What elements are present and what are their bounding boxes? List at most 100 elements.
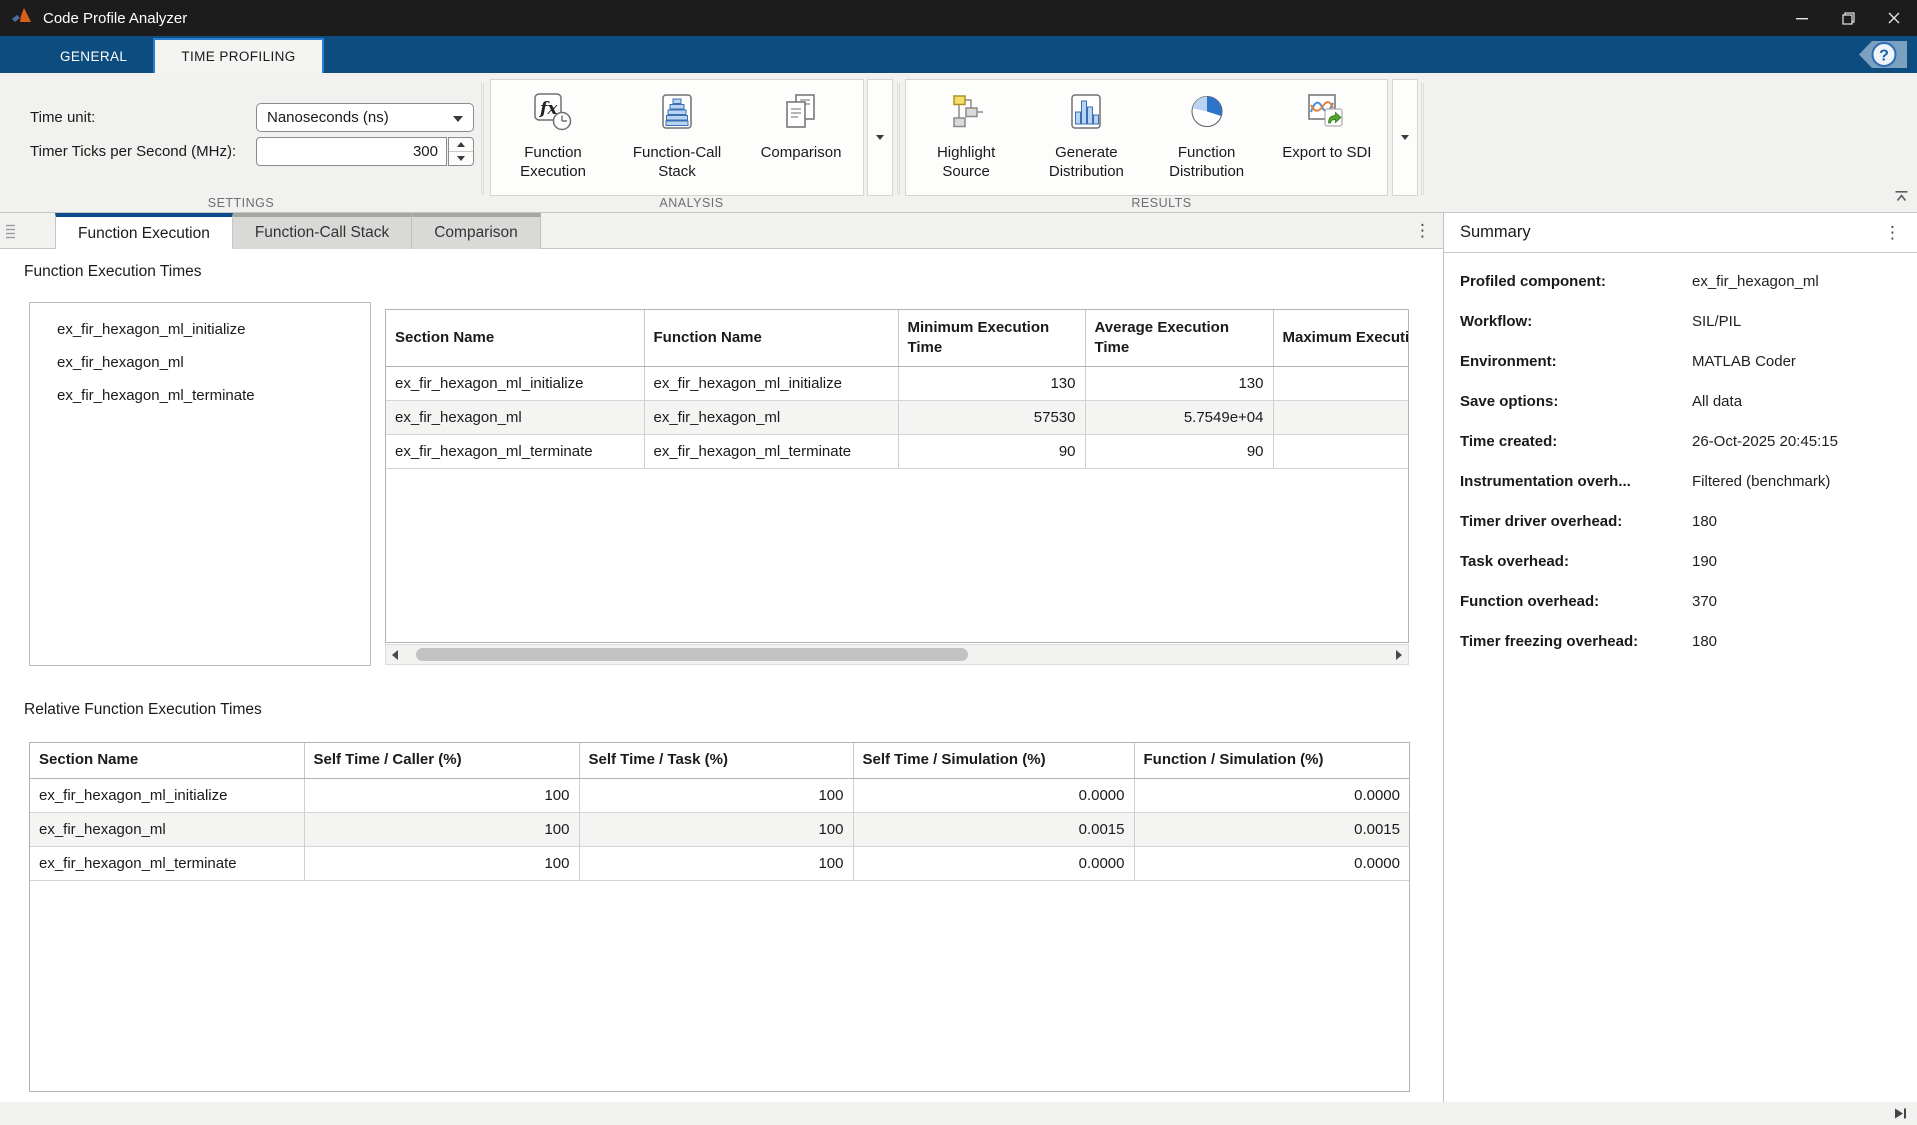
stepper-down-button[interactable]: [449, 152, 473, 165]
ribbon-divider: [481, 83, 484, 195]
table-row[interactable]: ex_fir_hexagon_ml_initialize 100 100 0.0…: [30, 778, 1409, 813]
analysis-more-button[interactable]: [867, 79, 893, 196]
table-row[interactable]: ex_fir_hexagon_ml_terminate 100 100 0.00…: [30, 846, 1409, 881]
function-distribution-icon: [1187, 92, 1227, 137]
cell: ex_fir_hexagon_ml_terminate: [386, 434, 645, 469]
column-header[interactable]: Self Time / Caller (%): [304, 743, 580, 779]
cell: 100: [304, 778, 580, 813]
results-section-label: RESULTS: [1131, 196, 1192, 210]
scroll-right-button[interactable]: [1390, 645, 1408, 664]
document-tab-bar: Function Execution Function-Call Stack C…: [0, 213, 1443, 250]
close-button[interactable]: [1871, 0, 1917, 36]
table-row[interactable]: ex_fir_hexagon_ml_initialize ex_fir_hexa…: [386, 366, 1408, 401]
function-listbox: ex_fir_hexagon_ml_initialize ex_fir_hexa…: [29, 302, 371, 666]
summary-label: Environment:: [1460, 353, 1557, 370]
document-menu-button[interactable]: ⋮: [1414, 221, 1431, 240]
cell: ex_fir_hexagon_ml_initialize: [386, 366, 645, 401]
execution-times-table: Section Name Function Name Minimum Execu…: [385, 309, 1409, 643]
window-title: Code Profile Analyzer: [43, 9, 188, 27]
minimize-button[interactable]: [1779, 0, 1825, 36]
collapse-ribbon-button[interactable]: [1894, 190, 1909, 208]
svg-text:?: ?: [1879, 48, 1889, 65]
tab-function-call-stack[interactable]: Function-Call Stack: [232, 213, 413, 249]
function-execution-button[interactable]: fx Function Execution: [491, 80, 615, 195]
triangle-down-icon: [457, 156, 465, 161]
table-row[interactable]: ex_fir_hexagon_ml_terminate ex_fir_hexag…: [386, 434, 1408, 469]
title-bar: Code Profile Analyzer: [0, 0, 1917, 36]
stepper-up-button[interactable]: [449, 138, 473, 152]
timer-ticks-stepper: [448, 137, 474, 166]
column-header[interactable]: Function / Simulation (%): [1134, 743, 1409, 779]
tab-function-execution[interactable]: Function Execution: [55, 213, 233, 250]
scrollbar-thumb[interactable]: [416, 648, 968, 661]
svg-text:fx: fx: [539, 99, 558, 119]
comparison-button[interactable]: Comparison: [739, 80, 863, 195]
summary-value: SIL/PIL: [1692, 313, 1742, 330]
summary-value: ex_fir_hexagon_ml: [1692, 273, 1819, 290]
cell: 100: [304, 812, 580, 847]
summary-label: Timer driver overhead:: [1460, 513, 1623, 530]
arrow-right-icon: [1396, 649, 1402, 660]
ribbon-tab-general[interactable]: GENERAL: [60, 49, 128, 64]
status-strip: [0, 1102, 1917, 1125]
summary-entry: Timer freezing overhead: 180: [1460, 631, 1901, 652]
table-row[interactable]: ex_fir_hexagon_ml ex_fir_hexagon_ml 5753…: [386, 400, 1408, 435]
chevron-down-icon: [453, 116, 463, 122]
column-header[interactable]: Average Execution Time: [1085, 310, 1274, 367]
column-header[interactable]: Minimum Execution Time: [898, 310, 1086, 367]
cell: 90: [898, 434, 1086, 469]
cell: 0.0000: [1134, 778, 1409, 813]
triangle-up-icon: [457, 142, 465, 147]
horizontal-scrollbar[interactable]: [385, 644, 1409, 665]
time-unit-dropdown[interactable]: Nanoseconds (ns): [256, 103, 474, 132]
summary-entry: Profiled component: ex_fir_hexagon_ml: [1460, 271, 1901, 292]
column-header[interactable]: Function Name: [644, 310, 899, 367]
column-header[interactable]: Self Time / Task (%): [579, 743, 854, 779]
column-header[interactable]: Section Name: [386, 310, 645, 367]
summary-menu-button[interactable]: ⋮: [1884, 223, 1901, 242]
drag-grip-icon[interactable]: [5, 224, 16, 244]
results-more-button[interactable]: [1392, 79, 1418, 196]
column-header[interactable]: Maximum Execution Time: [1273, 310, 1408, 367]
summary-label: Workflow:: [1460, 313, 1533, 330]
document-area: Function Execution Function-Call Stack C…: [0, 213, 1443, 1102]
comparison-icon: [781, 92, 821, 137]
list-item[interactable]: ex_fir_hexagon_ml_terminate: [57, 387, 255, 404]
summary-entry: Timer driver overhead: 180: [1460, 511, 1901, 532]
summary-entry: Instrumentation overh... Filtered (bench…: [1460, 471, 1901, 492]
results-group: Highlight Source Generate Distribution: [905, 79, 1388, 196]
function-call-stack-button[interactable]: Function-Call Stack: [615, 80, 739, 195]
ribbon-tab-time-profiling[interactable]: TIME PROFILING: [153, 38, 324, 73]
timer-ticks-input[interactable]: [256, 137, 447, 166]
settings-section-label: SETTINGS: [207, 196, 275, 210]
help-button[interactable]: ?: [1845, 39, 1907, 75]
button-label: Function Execution: [520, 144, 586, 180]
generate-distribution-icon: [1066, 92, 1106, 137]
column-header[interactable]: Self Time / Simulation (%): [853, 743, 1135, 779]
summary-label: Profiled component:: [1460, 273, 1606, 290]
function-execution-times-heading: Function Execution Times: [24, 263, 202, 280]
column-header[interactable]: Section Name: [30, 743, 305, 779]
expand-panel-button[interactable]: [1893, 1107, 1909, 1125]
cell: ex_fir_hexagon_ml_terminate: [30, 846, 305, 881]
list-item[interactable]: ex_fir_hexagon_ml: [57, 354, 184, 371]
relative-times-heading: Relative Function Execution Times: [24, 701, 262, 718]
scrollbar-track[interactable]: [404, 645, 1390, 664]
tab-comparison[interactable]: Comparison: [412, 213, 541, 249]
generate-distribution-button[interactable]: Generate Distribution: [1026, 80, 1146, 195]
summary-value: 26-Oct-2025 20:45:15: [1692, 433, 1838, 450]
summary-value: All data: [1692, 393, 1743, 410]
cell: ex_fir_hexagon_ml_terminate: [644, 434, 899, 469]
highlight-source-button[interactable]: Highlight Source: [906, 80, 1026, 195]
summary-value: MATLAB Coder: [1692, 353, 1796, 370]
table-row[interactable]: ex_fir_hexagon_ml 100 100 0.0015 0.0015: [30, 812, 1409, 847]
cell: 0.0015: [1134, 812, 1409, 847]
scroll-left-button[interactable]: [386, 645, 404, 664]
export-to-sdi-button[interactable]: Export to SDI: [1267, 80, 1387, 195]
function-distribution-button[interactable]: Function Distribution: [1147, 80, 1267, 195]
list-item[interactable]: ex_fir_hexagon_ml_initialize: [57, 321, 246, 338]
summary-label: Save options:: [1460, 393, 1559, 410]
cell: 90: [1085, 434, 1274, 469]
time-unit-value: Nanoseconds (ns): [267, 109, 389, 126]
restore-button[interactable]: [1825, 0, 1871, 36]
